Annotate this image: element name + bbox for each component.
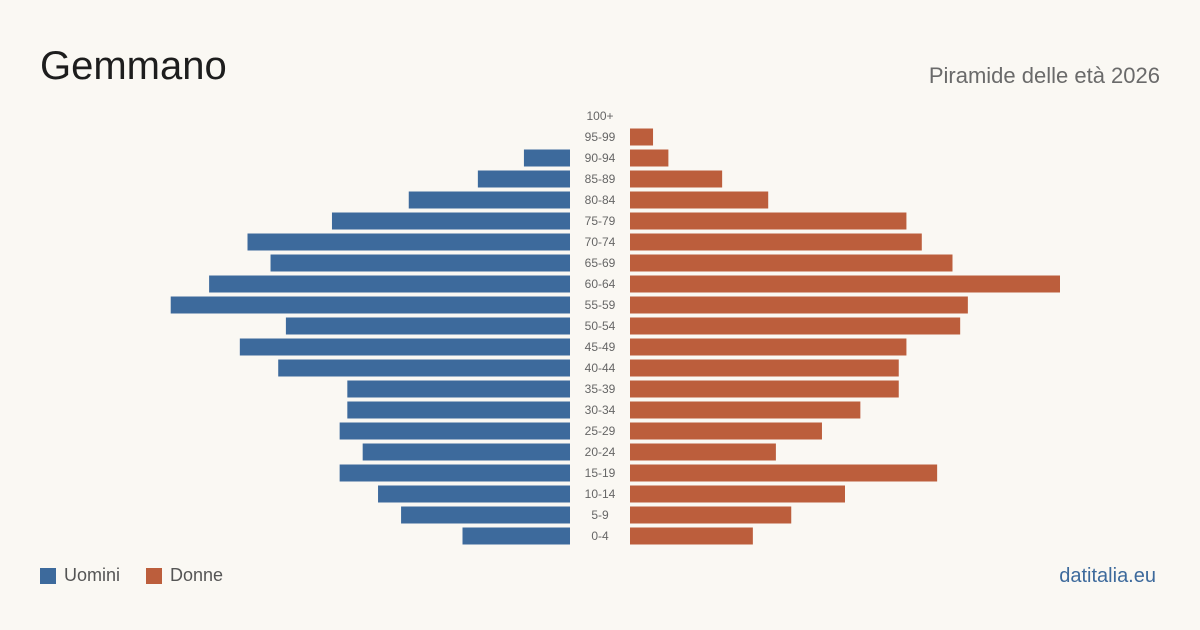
bar-men-25-29 <box>339 422 570 440</box>
age-label-30-34: 30-34 <box>585 403 616 417</box>
bar-men-75-79 <box>331 212 570 230</box>
bar-men-40-44 <box>278 359 570 377</box>
bar-women-65-69 <box>630 254 953 272</box>
bar-men-50-54 <box>285 317 570 335</box>
bar-men-90-94 <box>523 149 570 167</box>
bar-men-55-59 <box>170 296 570 314</box>
age-label-85-89: 85-89 <box>585 172 616 186</box>
age-label-50-54: 50-54 <box>585 319 616 333</box>
legend-label-women: Donne <box>170 565 224 585</box>
age-label-5-9: 5-9 <box>591 508 609 522</box>
legend: Uomini Donne <box>40 565 249 586</box>
age-label-0-4: 0-4 <box>591 529 609 543</box>
legend-item-men: Uomini <box>40 565 120 586</box>
bar-women-35-39 <box>630 380 899 398</box>
bar-men-70-74 <box>247 233 570 251</box>
age-label-55-59: 55-59 <box>585 298 616 312</box>
age-label-10-14: 10-14 <box>585 487 616 501</box>
bar-men-10-14 <box>378 485 570 503</box>
bar-women-85-89 <box>630 170 723 188</box>
bar-men-65-69 <box>270 254 570 272</box>
bar-men-35-39 <box>347 380 570 398</box>
legend-swatch-men <box>40 567 56 584</box>
age-label-60-64: 60-64 <box>585 277 616 291</box>
age-label-65-69: 65-69 <box>585 256 616 270</box>
age-label-75-79: 75-79 <box>585 214 616 228</box>
bar-women-95-99 <box>630 128 654 146</box>
legend-swatch-women <box>146 567 163 584</box>
age-label-90-94: 90-94 <box>585 151 616 165</box>
bar-women-10-14 <box>630 485 845 503</box>
bar-women-75-79 <box>630 212 907 230</box>
legend-item-women: Donne <box>146 565 223 586</box>
age-label-45-49: 45-49 <box>585 340 616 354</box>
bar-men-60-64 <box>209 275 570 293</box>
bar-women-60-64 <box>630 275 1060 293</box>
legend-label-men: Uomini <box>64 565 121 585</box>
bar-women-25-29 <box>630 422 822 440</box>
bar-men-20-24 <box>362 443 570 461</box>
bar-women-40-44 <box>630 359 899 377</box>
age-label-80-84: 80-84 <box>585 193 616 207</box>
age-label-25-29: 25-29 <box>585 424 616 438</box>
bar-women-90-94 <box>630 149 669 167</box>
age-label-35-39: 35-39 <box>585 382 616 396</box>
brand-link[interactable]: datitalia.eu <box>1059 565 1156 587</box>
bar-women-80-84 <box>630 191 769 209</box>
bar-women-0-4 <box>630 527 753 545</box>
age-label-20-24: 20-24 <box>585 445 616 459</box>
age-label-15-19: 15-19 <box>585 466 616 480</box>
age-label-100plus: 100+ <box>586 109 613 123</box>
bar-women-5-9 <box>630 506 792 524</box>
bar-men-30-34 <box>347 401 570 419</box>
bar-women-30-34 <box>630 401 861 419</box>
bar-men-15-19 <box>339 464 570 482</box>
page-subtitle: Piramide delle età 2026 <box>928 63 1160 88</box>
bar-men-80-84 <box>408 191 570 209</box>
bar-women-50-54 <box>630 317 961 335</box>
bar-women-55-59 <box>630 296 968 314</box>
bar-women-70-74 <box>630 233 922 251</box>
bar-men-5-9 <box>401 506 570 524</box>
bar-women-20-24 <box>630 443 776 461</box>
bar-women-15-19 <box>630 464 938 482</box>
bar-men-85-89 <box>477 170 570 188</box>
age-label-70-74: 70-74 <box>585 235 616 249</box>
bar-men-45-49 <box>239 338 571 356</box>
page-title: Gemmano <box>40 44 227 88</box>
bar-men-0-4 <box>462 527 570 545</box>
bar-women-45-49 <box>630 338 907 356</box>
age-label-40-44: 40-44 <box>585 361 616 375</box>
age-label-95-99: 95-99 <box>585 130 616 144</box>
